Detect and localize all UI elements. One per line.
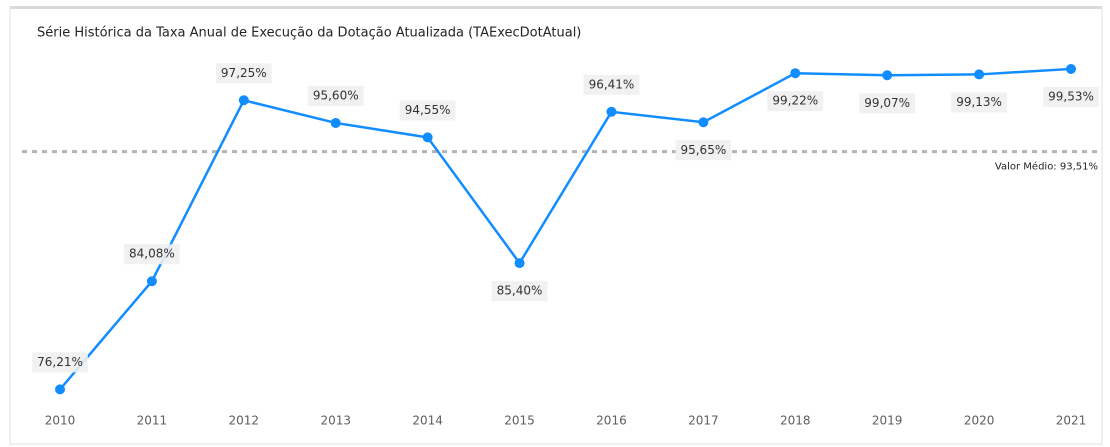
- data-label: 95,65%: [680, 143, 726, 157]
- data-label: 96,41%: [589, 77, 635, 91]
- data-label-bg: [675, 140, 732, 161]
- x-tick-label: 2010: [45, 414, 76, 428]
- data-label: 99,53%: [1048, 89, 1094, 103]
- x-tick-label: 2013: [320, 414, 351, 428]
- x-tick-label: 2018: [780, 414, 811, 428]
- point: [974, 69, 985, 80]
- point: [882, 70, 893, 81]
- data-label: 99,13%: [956, 95, 1002, 109]
- data-label: 95,60%: [313, 88, 359, 102]
- x-tick-label: 2020: [964, 414, 995, 428]
- point: [790, 68, 801, 79]
- point: [330, 117, 341, 128]
- data-label-bg: [951, 92, 1007, 113]
- data-label-bg: [32, 352, 88, 373]
- point: [238, 95, 249, 106]
- point: [422, 132, 433, 143]
- data-label-bg: [399, 100, 456, 121]
- x-tick-label: 2017: [688, 414, 719, 428]
- data-label-bg: [491, 281, 548, 302]
- point: [514, 258, 525, 269]
- x-tick-label: 2015: [504, 414, 535, 428]
- point: [606, 106, 617, 117]
- data-label-bg: [583, 74, 640, 95]
- x-tick-label: 2014: [412, 414, 443, 428]
- point: [146, 276, 157, 287]
- line: [59, 67, 1072, 391]
- x-tick-label: 2012: [229, 414, 260, 428]
- data-label-bg: [859, 93, 916, 114]
- card-shadow: [10, 6, 1102, 9]
- data-label-bg: [307, 85, 364, 106]
- data-label: 97,25%: [221, 66, 267, 80]
- data-label-bg: [215, 63, 272, 84]
- data-label: 94,55%: [405, 103, 451, 117]
- data-label: 76,21%: [37, 355, 83, 369]
- chart-title: Série Histórica da Taxa Anual de Execuçã…: [37, 26, 581, 41]
- point: [698, 117, 709, 128]
- card: [9, 7, 1103, 445]
- x-tick-label: 2016: [596, 414, 627, 428]
- data-label: 84,08%: [129, 247, 175, 261]
- data-label-bg: [767, 91, 824, 112]
- data-label: 99,07%: [864, 96, 910, 110]
- point: [1066, 63, 1076, 74]
- x-tick-label: 2019: [872, 414, 903, 428]
- data-label-bg: [1043, 86, 1099, 107]
- x-tick-label: 2021: [1056, 414, 1087, 428]
- x-tick-label: 2011: [137, 414, 168, 428]
- data-label: 85,40%: [497, 284, 543, 298]
- data-label: 99,22%: [772, 94, 818, 108]
- data-label-bg: [124, 244, 180, 265]
- reference-label: Valor Médio: 93,51%: [995, 161, 1098, 173]
- point: [55, 384, 65, 395]
